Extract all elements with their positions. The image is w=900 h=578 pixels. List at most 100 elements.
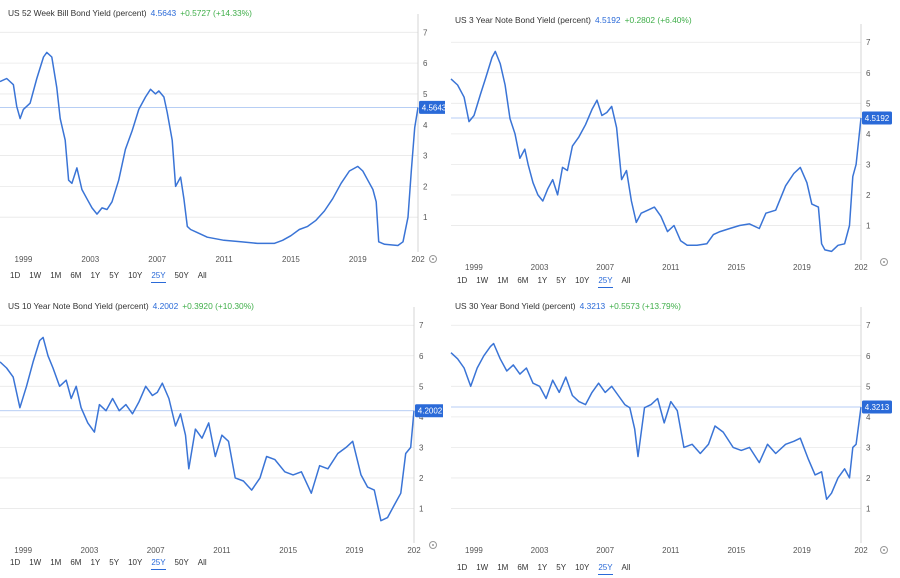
y-tick-label: 2: [423, 182, 428, 191]
y-tick-label: 5: [866, 99, 871, 108]
settings-gear-icon[interactable]: [880, 258, 888, 266]
change-label: +0.5573 (+13.79%): [609, 301, 681, 311]
range-button-1d[interactable]: 1D: [10, 558, 21, 567]
y-tick-label: 2: [419, 474, 424, 483]
range-button-1y[interactable]: 1Y: [537, 563, 548, 572]
range-button-1w[interactable]: 1W: [29, 271, 42, 280]
chart-plot[interactable]: 1 2 3 4 5 6 7 1999 2003 2007 2011 2015 2019 202 4.5643: [0, 0, 445, 290]
range-selector[interactable]: 1D 1W 1M 6M 1Y 5Y 10Y 25Y 50Y All: [10, 558, 216, 570]
range-button-50y[interactable]: 50Y: [174, 271, 189, 280]
last-value-label: 4.5192: [594, 15, 621, 25]
range-button-1y[interactable]: 1Y: [90, 558, 101, 567]
x-tick-label: 2007: [596, 546, 614, 555]
range-button-10y[interactable]: 10Y: [575, 276, 590, 285]
x-tick-label: 2019: [793, 263, 811, 272]
range-button-1w[interactable]: 1W: [476, 563, 489, 572]
range-button-1m[interactable]: 1M: [50, 558, 62, 567]
range-button-1y[interactable]: 1Y: [537, 276, 548, 285]
range-button-10y[interactable]: 10Y: [575, 563, 590, 572]
range-selector[interactable]: 1D 1W 1M 6M 1Y 5Y 10Y 25Y All: [457, 276, 639, 288]
y-tick-label: 3: [419, 443, 424, 452]
range-button-all[interactable]: All: [621, 563, 631, 572]
current-value-badge-label: 4.5643: [422, 103, 445, 112]
last-value-label: 4.5643: [150, 8, 177, 18]
x-tick-label: 202: [407, 546, 421, 555]
range-button-10y[interactable]: 10Y: [128, 271, 143, 280]
x-tick-label: 2015: [727, 546, 745, 555]
chart-panel-3-year-note: US 3 Year Note Bond Yield (percent) 4.519…: [447, 4, 900, 292]
current-value-badge-label: 4.2002: [418, 407, 443, 416]
y-tick-label: 6: [866, 69, 871, 78]
x-tick-label: 2015: [727, 263, 745, 272]
range-button-10y[interactable]: 10Y: [128, 558, 143, 567]
chart-plot[interactable]: 1 2 3 4 5 6 7 1999 2003 2007 2011 2015 2019 202 4.3213: [447, 293, 900, 578]
y-tick-label: 4: [419, 413, 424, 422]
chart-title: US 52 Week Bill Bond Yield (percent) 4.56…: [8, 8, 252, 18]
y-tick-label: 6: [419, 352, 424, 361]
range-button-1w[interactable]: 1W: [29, 558, 42, 567]
range-button-1y[interactable]: 1Y: [90, 271, 101, 280]
x-tick-label: 202: [854, 263, 868, 272]
change-label: +0.3920 (+10.30%): [182, 301, 254, 311]
range-button-6m[interactable]: 6M: [517, 276, 529, 285]
x-tick-label: 2003: [531, 546, 549, 555]
range-button-all[interactable]: All: [197, 271, 207, 280]
chart-panel-52-week-bill: US 52 Week Bill Bond Yield (percent) 4.56…: [0, 0, 445, 290]
chart-plot[interactable]: 1 2 3 4 5 6 7 1999 2003 2007 2011 2015 2019 202 4.2002: [0, 293, 443, 578]
y-tick-label: 7: [866, 321, 871, 330]
x-tick-label: 2015: [282, 255, 300, 264]
last-value-label: 4.2002: [152, 301, 179, 311]
x-tick-label: 2007: [147, 546, 165, 555]
range-button-6m[interactable]: 6M: [517, 563, 529, 572]
series-line: [0, 336, 415, 522]
range-button-1d[interactable]: 1D: [457, 563, 468, 572]
y-tick-label: 7: [866, 38, 871, 47]
range-button-6m[interactable]: 6M: [70, 558, 82, 567]
chart-title-text: US 30 Year Bond Yield (percent): [455, 301, 576, 311]
range-button-25y[interactable]: 25Y: [151, 271, 166, 283]
range-button-5y[interactable]: 5Y: [556, 276, 567, 285]
chart-title-text: US 3 Year Note Bond Yield (percent): [455, 15, 591, 25]
range-button-50y[interactable]: 50Y: [174, 558, 189, 567]
range-button-1m[interactable]: 1M: [497, 563, 509, 572]
range-button-1w[interactable]: 1W: [476, 276, 489, 285]
settings-gear-icon[interactable]: [880, 546, 888, 554]
series-line: [0, 51, 419, 247]
range-button-25y[interactable]: 25Y: [598, 276, 613, 288]
chart-title: US 10 Year Note Bond Yield (percent) 4.20…: [8, 301, 254, 311]
y-tick-label: 5: [866, 382, 871, 391]
range-button-all[interactable]: All: [621, 276, 631, 285]
y-tick-label: 6: [423, 59, 428, 68]
range-selector[interactable]: 1D 1W 1M 6M 1Y 5Y 10Y 25Y All: [457, 563, 639, 575]
x-tick-label: 2015: [279, 546, 297, 555]
range-button-1m[interactable]: 1M: [497, 276, 509, 285]
range-button-all[interactable]: All: [197, 558, 207, 567]
range-button-1m[interactable]: 1M: [50, 271, 62, 280]
range-button-25y[interactable]: 25Y: [598, 563, 613, 575]
x-tick-label: 2003: [531, 263, 549, 272]
range-button-5y[interactable]: 5Y: [109, 558, 120, 567]
range-button-5y[interactable]: 5Y: [556, 563, 567, 572]
range-button-1d[interactable]: 1D: [10, 271, 21, 280]
range-selector[interactable]: 1D 1W 1M 6M 1Y 5Y 10Y 25Y 50Y All: [10, 271, 216, 283]
x-tick-label: 2007: [596, 263, 614, 272]
current-value-badge-label: 4.3213: [865, 403, 890, 412]
range-button-6m[interactable]: 6M: [70, 271, 82, 280]
range-button-25y[interactable]: 25Y: [151, 558, 166, 570]
chart-plot[interactable]: 1 2 3 4 5 6 7 1999 2003 2007 2011 2015 2019 202 4.5192: [447, 4, 900, 292]
x-tick-label: 2011: [213, 546, 231, 555]
x-tick-label: 2003: [81, 546, 99, 555]
y-tick-label: 5: [419, 382, 424, 391]
range-button-5y[interactable]: 5Y: [109, 271, 120, 280]
chart-panel-30-year-bond: US 30 Year Bond Yield (percent) 4.3213 +0.…: [447, 293, 900, 578]
x-tick-label: 2019: [793, 546, 811, 555]
x-tick-label: 1999: [465, 546, 483, 555]
series-line: [450, 342, 862, 501]
settings-gear-icon[interactable]: [429, 255, 437, 263]
x-tick-label: 1999: [465, 263, 483, 272]
settings-gear-icon[interactable]: [429, 541, 437, 549]
current-value-badge: [415, 404, 443, 418]
current-value-badge-label: 4.5192: [865, 114, 890, 123]
change-label: +0.2802 (+6.40%): [624, 15, 692, 25]
range-button-1d[interactable]: 1D: [457, 276, 468, 285]
